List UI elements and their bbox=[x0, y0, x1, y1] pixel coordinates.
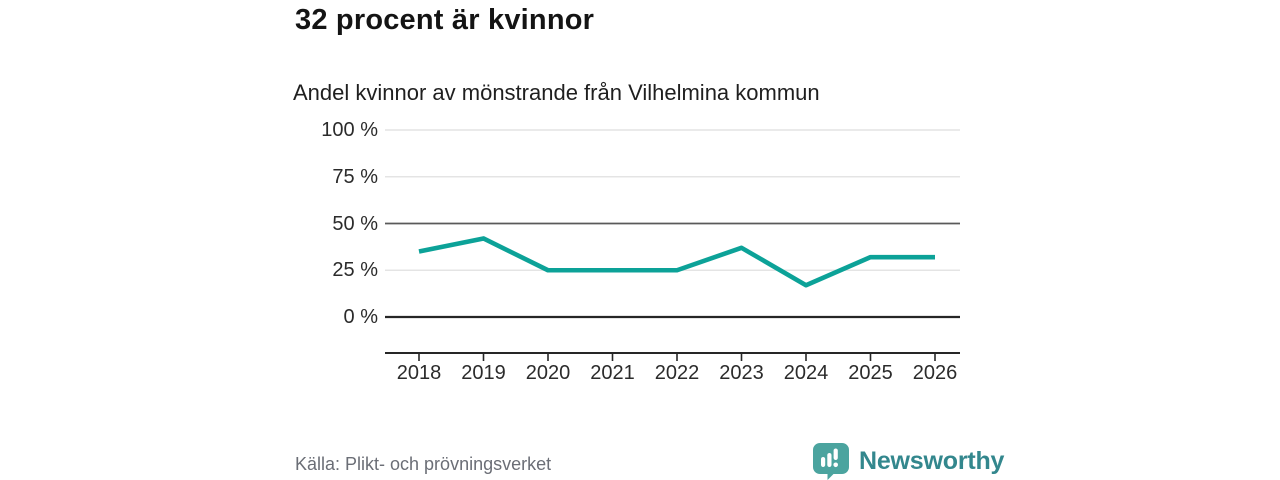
x-tick-label: 2023 bbox=[719, 362, 764, 384]
bar-chart-speech-bubble-icon bbox=[812, 442, 850, 480]
x-tick-label: 2025 bbox=[848, 362, 893, 384]
x-tick-label: 2020 bbox=[525, 362, 571, 384]
newsworthy-wordmark: Newsworthy bbox=[859, 446, 1005, 475]
page-title: 32 procent är kvinnor bbox=[295, 4, 595, 36]
y-tick-label: 25 % bbox=[332, 259, 378, 282]
source-attribution: Källa: Plikt- och prövningsverket bbox=[295, 454, 552, 474]
newsworthy-brand: Newsworthy bbox=[812, 442, 1004, 480]
x-tick-label: 2019 bbox=[461, 362, 506, 384]
x-tick-label: 2021 bbox=[590, 362, 635, 384]
chart-subtitle: Andel kvinnor av mönstrande från Vilhelm… bbox=[293, 80, 820, 105]
x-tick-label: 2022 bbox=[654, 362, 700, 384]
y-tick-label: 75 % bbox=[332, 165, 378, 188]
y-tick-label: 100 % bbox=[321, 119, 378, 141]
y-tick-label: 50 % bbox=[332, 212, 378, 235]
x-tick-label: 2024 bbox=[783, 362, 829, 384]
x-tick-label: 2026 bbox=[912, 362, 958, 384]
x-tick-label: 2018 bbox=[396, 362, 442, 384]
y-tick-label: 0 % bbox=[343, 306, 378, 328]
